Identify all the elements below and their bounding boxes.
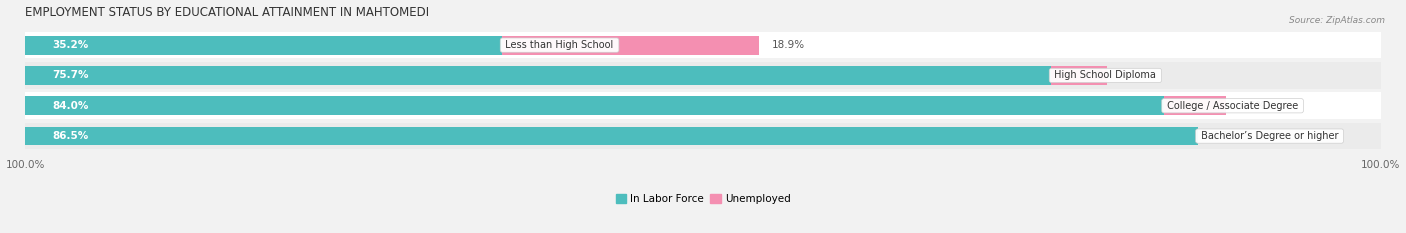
- Text: 4.1%: 4.1%: [1121, 70, 1147, 80]
- Bar: [25, 96, 1164, 115]
- Bar: [25, 32, 1381, 58]
- Text: 84.0%: 84.0%: [52, 101, 89, 111]
- Bar: [502, 36, 759, 55]
- Text: 35.2%: 35.2%: [52, 40, 89, 50]
- Text: 86.5%: 86.5%: [52, 131, 89, 141]
- Text: 4.6%: 4.6%: [1240, 101, 1267, 111]
- Bar: [1164, 96, 1226, 115]
- Bar: [25, 93, 1381, 119]
- Text: EMPLOYMENT STATUS BY EDUCATIONAL ATTAINMENT IN MAHTOMEDI: EMPLOYMENT STATUS BY EDUCATIONAL ATTAINM…: [25, 6, 429, 19]
- Text: High School Diploma: High School Diploma: [1052, 70, 1160, 80]
- Bar: [25, 62, 1381, 89]
- Text: College / Associate Degree: College / Associate Degree: [1164, 101, 1301, 111]
- Legend: In Labor Force, Unemployed: In Labor Force, Unemployed: [612, 190, 794, 208]
- Text: 75.7%: 75.7%: [52, 70, 89, 80]
- Bar: [25, 123, 1381, 149]
- Bar: [25, 66, 1052, 85]
- Bar: [25, 36, 502, 55]
- Bar: [25, 127, 1198, 145]
- Text: Less than High School: Less than High School: [502, 40, 617, 50]
- Bar: [1052, 66, 1107, 85]
- Text: Bachelor’s Degree or higher: Bachelor’s Degree or higher: [1198, 131, 1341, 141]
- Text: Source: ZipAtlas.com: Source: ZipAtlas.com: [1289, 16, 1385, 25]
- Text: 18.9%: 18.9%: [772, 40, 806, 50]
- Text: 0.0%: 0.0%: [1212, 131, 1237, 141]
